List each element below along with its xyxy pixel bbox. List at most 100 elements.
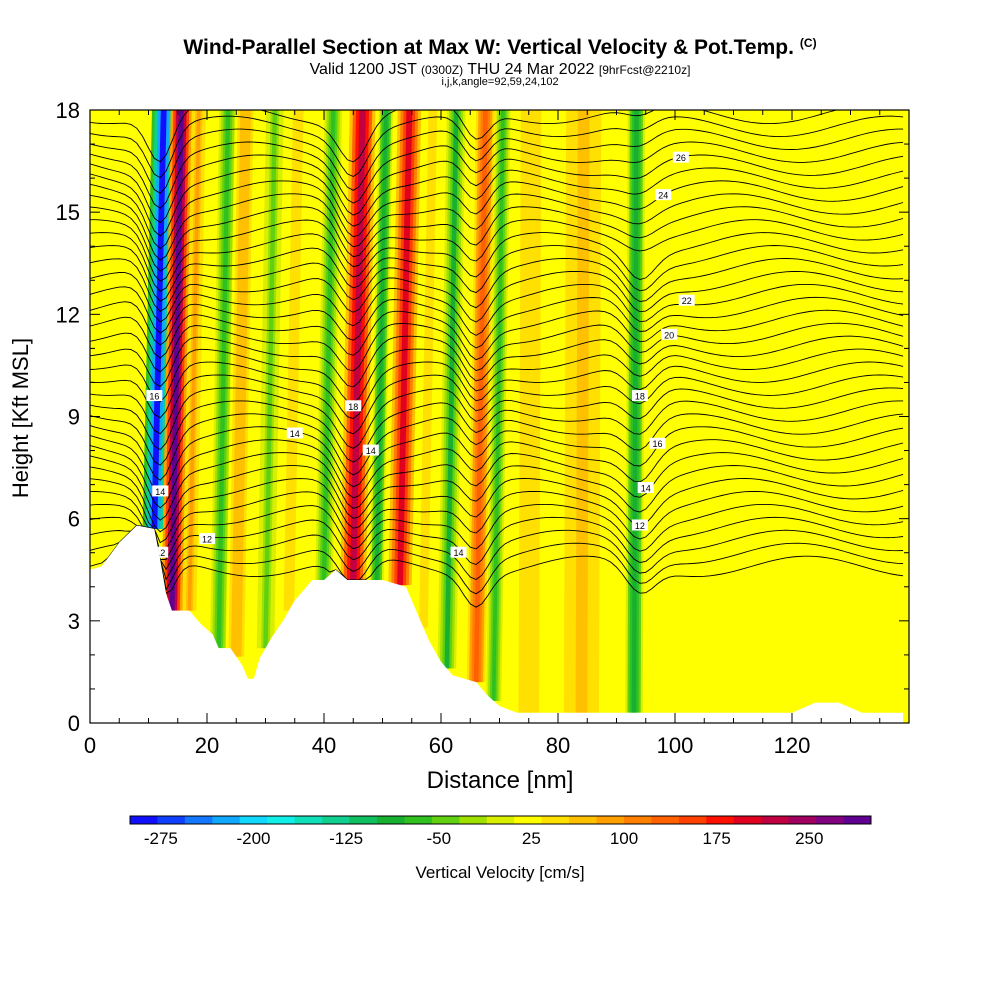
theta-contour	[90, 335, 904, 388]
velocity-band	[444, 110, 459, 669]
axes: 0 20 40 60 80 100 120 0 3 6 9 12 15 18	[56, 98, 909, 758]
x-tick-label: 100	[657, 733, 694, 758]
contour-label: 16	[652, 439, 662, 449]
theta-contour	[90, 154, 904, 224]
theta-contours: 12 14 12 14 14 16 18 14 12 14 16 18 20 22 24 26	[90, 110, 904, 608]
x-tick-label: 60	[429, 733, 453, 758]
y-tick-label: 3	[68, 609, 80, 634]
colorbar-swatch	[431, 816, 460, 824]
colorbar-swatch	[816, 816, 845, 824]
velocity-band	[350, 110, 366, 580]
velocity-band	[491, 110, 505, 701]
indices-line: i,j,k,angle=92,59,24,102	[441, 76, 559, 88]
contour-label-box	[672, 151, 689, 163]
velocity-band	[523, 110, 537, 713]
y-tick-label: 6	[68, 507, 80, 532]
x-axis-label: Distance [nm]	[426, 767, 574, 794]
contour-label-box	[637, 482, 654, 494]
colorbar-tick-label: 250	[795, 829, 823, 848]
theta-contour	[90, 439, 904, 509]
colorbar-swatch	[184, 816, 213, 824]
contour-label-box	[345, 400, 362, 412]
colorbar: -275 -200 -125 -50 25 100 175 250	[129, 815, 872, 848]
theta-contour	[90, 270, 904, 323]
contour-label: 12	[155, 548, 165, 558]
velocity-band	[631, 110, 639, 713]
theta-contour	[90, 245, 904, 302]
y-tick-label: 15	[56, 200, 80, 225]
theta-contour	[90, 525, 904, 608]
contour-label-box	[655, 189, 672, 201]
velocity-band	[151, 110, 167, 529]
theta-contour	[90, 400, 904, 466]
theta-contour	[90, 478, 904, 544]
velocity-band	[216, 110, 231, 649]
colorbar-swatch	[267, 816, 296, 824]
theta-contour	[90, 110, 838, 163]
velocity-band	[263, 110, 278, 649]
velocity-band	[187, 110, 201, 611]
copyright-mark: (C)	[799, 36, 817, 50]
contour-label-box	[286, 427, 303, 439]
contour-label: 16	[149, 392, 159, 402]
colorbar-swatch	[651, 816, 680, 824]
theta-contour	[90, 180, 904, 250]
colorbar-swatch	[294, 816, 323, 824]
colorbar-tick-label: -200	[236, 829, 270, 848]
colorbar-swatch	[349, 816, 378, 824]
velocity-band	[321, 110, 336, 580]
velocity-band	[169, 110, 184, 611]
colorbar-swatch	[788, 816, 817, 824]
contour-label: 12	[635, 521, 645, 531]
contour-label-box	[362, 444, 379, 456]
velocity-band	[233, 110, 249, 657]
colorbar-tick-label: 175	[702, 829, 730, 848]
theta-contour	[90, 516, 904, 571]
theta-contour	[90, 283, 904, 336]
colorbar-swatch	[239, 816, 268, 824]
y-tick-label: 18	[56, 98, 80, 123]
colorbar-swatch	[212, 816, 241, 824]
contour-label-box	[631, 390, 648, 402]
contour-label-box	[661, 328, 678, 340]
chart-title: Wind-Parallel Section at Max W: Vertical…	[0, 36, 1000, 60]
colorbar-swatch	[322, 816, 351, 824]
colorbar-swatch	[541, 816, 570, 824]
x-tick-label: 40	[312, 733, 336, 758]
valid-time-line: Valid 1200 JST (0300Z) THU 24 Mar 2022 […	[0, 61, 1000, 79]
contour-label-box	[199, 533, 215, 545]
contour-label-box	[678, 294, 695, 306]
contour-label-box	[631, 519, 648, 531]
colorbar-swatch	[569, 816, 598, 824]
velocity-band	[736, 110, 757, 713]
contour-label: 14	[366, 446, 376, 456]
theta-contour	[90, 141, 904, 209]
colorbar-swatch	[761, 816, 790, 824]
contour-label: 24	[658, 191, 668, 201]
colorbar-tick-label: 25	[522, 829, 541, 848]
valid-utc: (0300Z)	[421, 63, 464, 77]
theta-contour	[90, 128, 904, 194]
theta-contour	[90, 309, 904, 361]
x-tick-label: 20	[195, 733, 219, 758]
contour-label-box	[152, 485, 169, 497]
contour-label: 18	[348, 402, 358, 412]
colorbar-swatch	[130, 816, 158, 824]
theta-contour	[90, 167, 904, 237]
colorbar-swatch	[157, 816, 186, 824]
colorbar-swatch	[404, 816, 433, 824]
contour-label: 26	[676, 153, 686, 163]
x-tick-label: 80	[546, 733, 570, 758]
velocity-band	[676, 110, 688, 713]
colorbar-tick-label: -125	[329, 829, 363, 848]
theta-contour	[90, 258, 904, 312]
contour-label-box	[146, 390, 163, 402]
colorbar-swatch	[843, 816, 872, 824]
contour-label: 14	[454, 548, 464, 558]
theta-contour	[90, 490, 904, 554]
valid-prefix: Valid 1200 JST	[309, 61, 417, 78]
theta-contour	[90, 387, 904, 451]
colorbar-swatch	[678, 816, 707, 824]
y-axis-label: Height [Kft MSL]	[8, 337, 33, 499]
theta-contour	[90, 465, 904, 533]
